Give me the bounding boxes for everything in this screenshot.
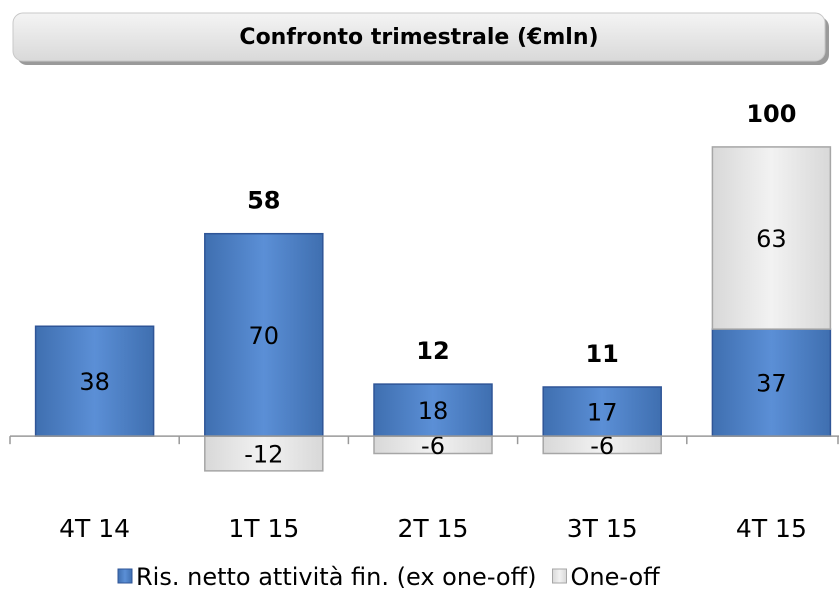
bar-segment [711,328,832,437]
segment-label: 18 [418,397,449,425]
bar-segment [204,435,324,472]
title-box [12,12,826,62]
x-tick-label: 4T 15 [736,514,807,543]
chart-title: Confronto trimestrale (€mln) [239,25,598,50]
x-tick-label: 3T 15 [567,514,638,543]
total-label: 11 [585,340,618,368]
segment-label: 63 [756,225,787,253]
total-label: 100 [746,100,796,128]
segment-label: -6 [590,432,614,460]
x-tick-label: 1T 15 [228,514,299,543]
bar-segment [711,146,832,330]
bar-segment [542,386,662,437]
legend-label: One-off [571,563,661,591]
x-tick-label: 4T 14 [59,514,130,543]
legend-label: Ris. netto attività fin. (ex one-off) [136,563,537,591]
segment-label: 37 [756,370,787,398]
segment-label: 17 [587,399,618,427]
legend-swatch [117,568,133,584]
legend-swatch [552,568,567,584]
x-tick-label: 2T 15 [398,514,469,543]
segment-label: 70 [249,322,280,350]
bar-segment [34,325,155,437]
total-label: 12 [416,337,449,365]
segment-label: -6 [421,432,445,460]
bar-segment [204,232,324,437]
total-label: 58 [247,187,280,215]
segment-label: -12 [244,441,283,469]
segment-label: 38 [79,368,110,396]
